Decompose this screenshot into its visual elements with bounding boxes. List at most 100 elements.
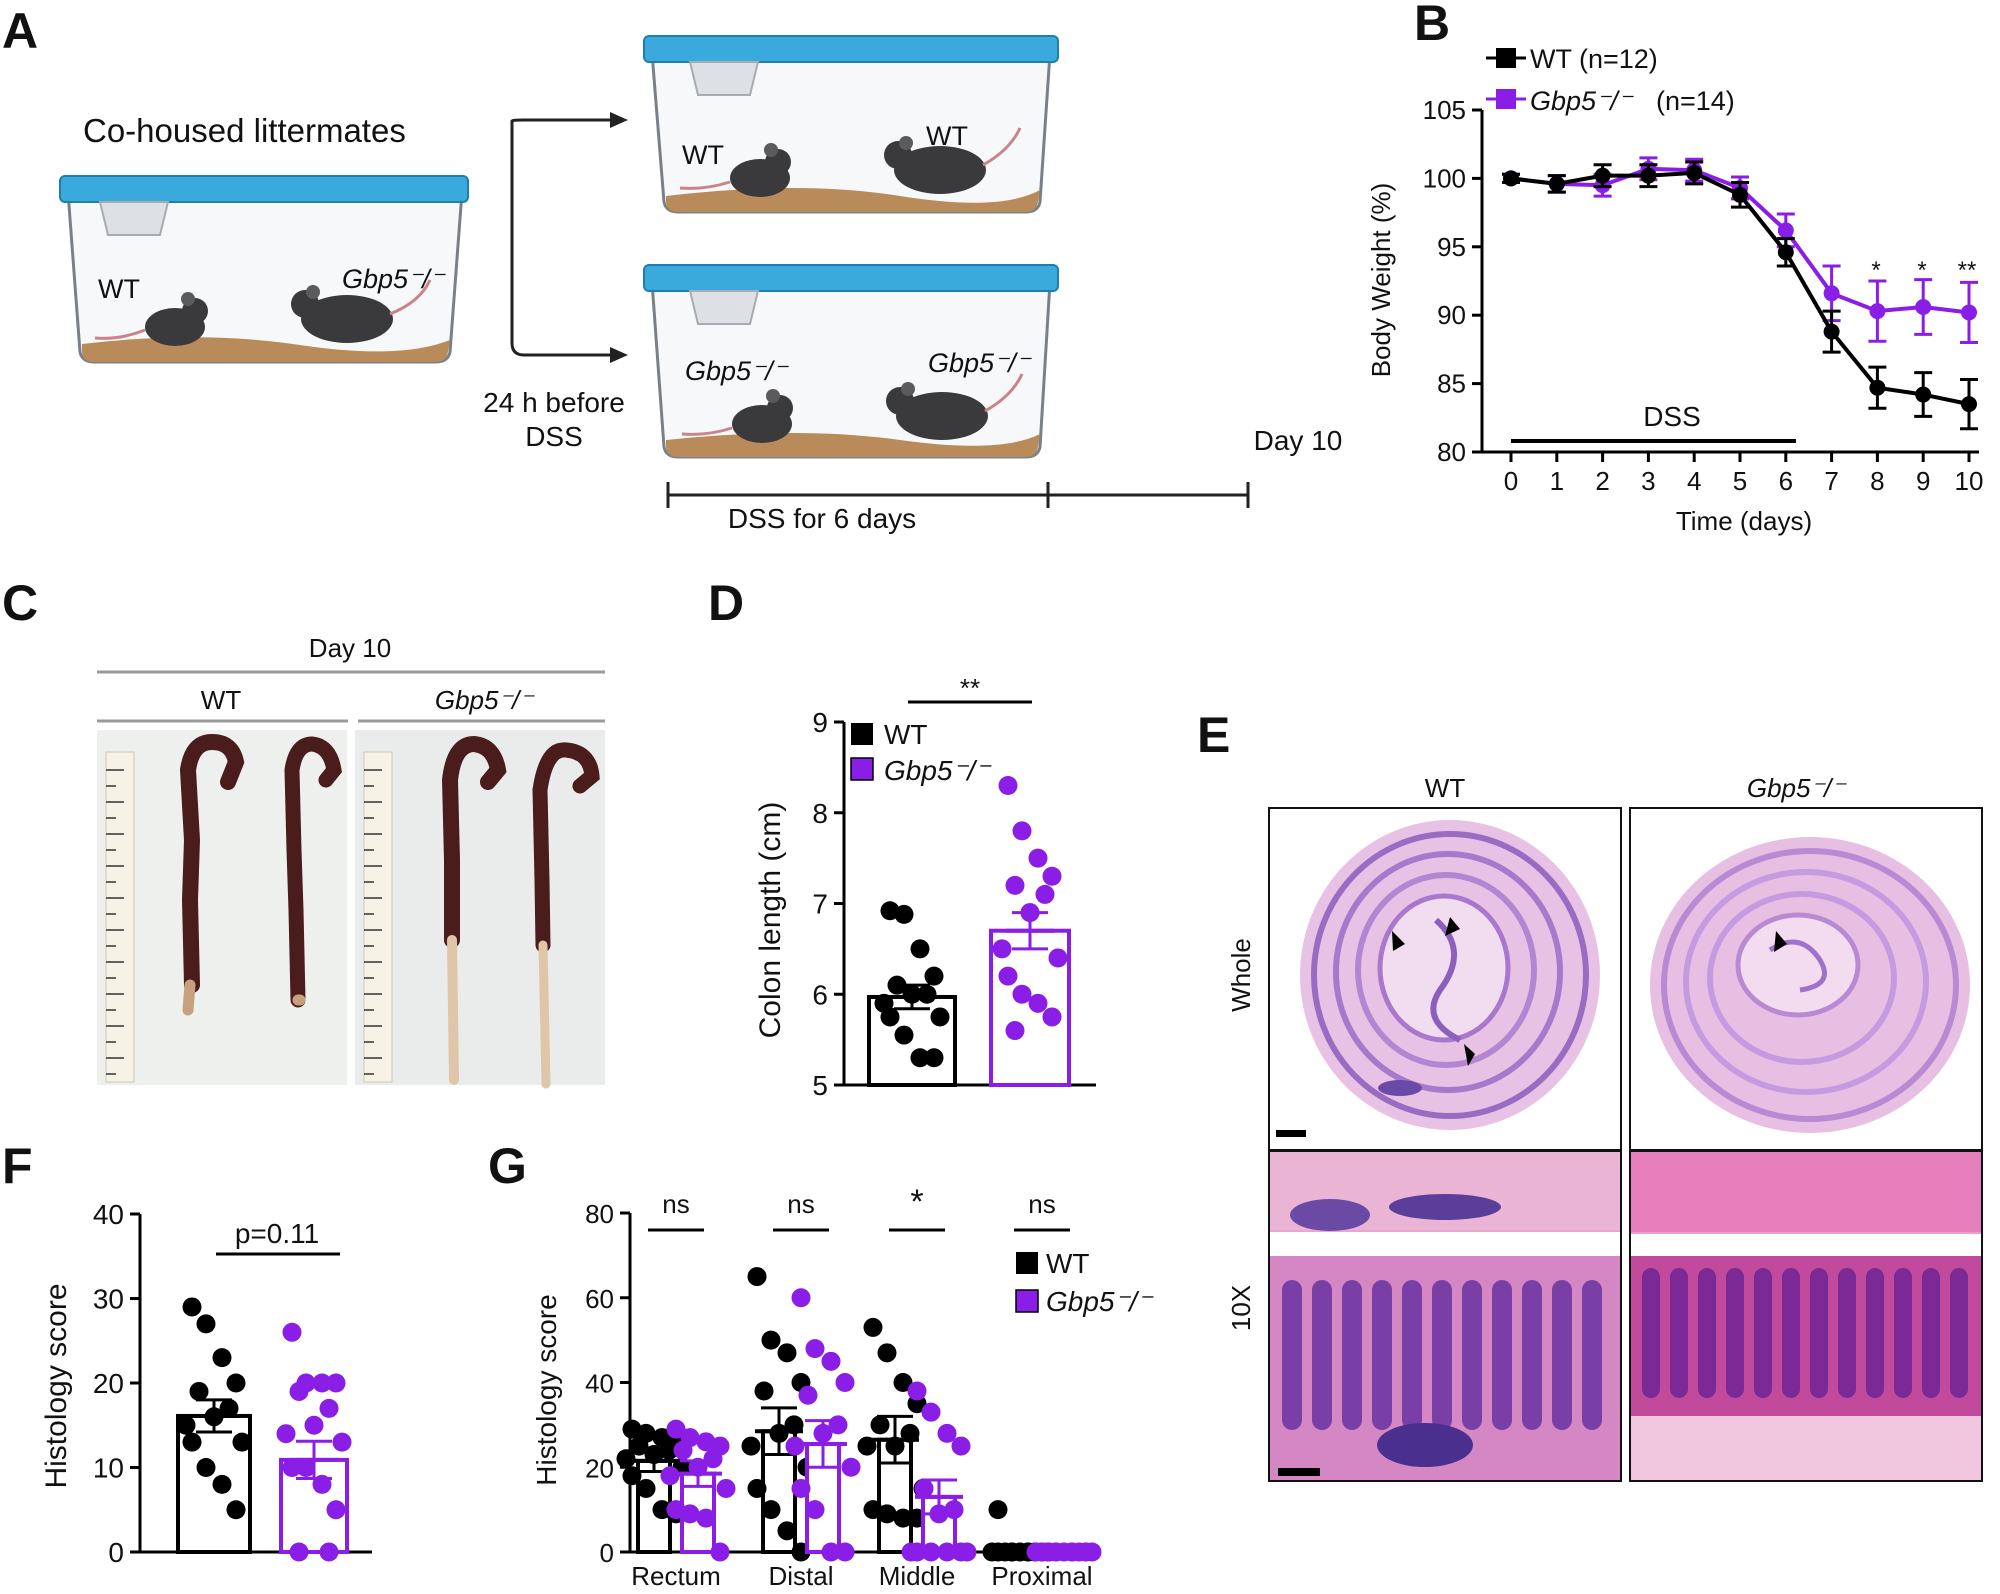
scale-bar [1276, 1130, 1306, 1137]
x-tick-label: 6 [1779, 466, 1793, 496]
y-tick-label: 0 [108, 1537, 124, 1568]
data-point [998, 776, 1018, 796]
data-point [910, 1048, 930, 1068]
mucosa-crypts [1270, 1152, 1620, 1480]
data-point [951, 1436, 971, 1456]
data-point [835, 1542, 855, 1562]
data-point [1012, 821, 1032, 841]
data-point [716, 1478, 736, 1498]
cage-lid [59, 175, 469, 203]
panel-e-histology: WT Gbp5⁻/⁻ Whole 10X [1226, 773, 1983, 1482]
data-point [680, 1504, 700, 1524]
data-point [921, 1542, 941, 1562]
data-point [196, 1314, 216, 1334]
panel-label-d: D [708, 575, 744, 631]
data-point [1028, 848, 1048, 868]
colon-specimen [284, 736, 342, 1008]
data-point [1823, 285, 1840, 302]
colon-specimen [179, 733, 245, 1016]
data-point [226, 1500, 246, 1520]
data-point [1035, 884, 1055, 904]
data-point [660, 1466, 680, 1486]
data-point [893, 1373, 913, 1392]
colon-specimen [441, 735, 507, 1085]
x-tick-label: Rectum [631, 1561, 721, 1591]
data-point [761, 1500, 781, 1520]
y-tick-label: 9 [812, 707, 828, 738]
sig-label: ** [960, 673, 980, 703]
y-tick-label: 20 [93, 1368, 124, 1399]
y-axis-label: Body Weight (%) [1366, 183, 1396, 378]
data-point [841, 1457, 861, 1477]
sig-star-day8: * [1871, 257, 1880, 284]
data-point [616, 1449, 636, 1469]
data-point [182, 1297, 202, 1317]
data-point [877, 1504, 897, 1524]
cage-cohoused: WT Gbp5⁻/⁻ [59, 175, 469, 364]
y-tick-label: 5 [812, 1070, 828, 1101]
arrow-head-icon [610, 112, 628, 128]
data-point [951, 1542, 971, 1562]
data-point [1028, 993, 1048, 1013]
data-point [930, 1007, 950, 1027]
data-point [1869, 303, 1886, 320]
data-point [863, 1317, 883, 1337]
panel-label-g: G [488, 1138, 527, 1194]
panel-label-b: B [1414, 0, 1450, 51]
data-point [282, 1322, 302, 1342]
data-point [921, 1402, 941, 1422]
data-point [805, 1339, 825, 1359]
y-tick-label: 20 [585, 1453, 614, 1483]
data-point [1548, 175, 1565, 192]
data-point [1503, 170, 1519, 187]
data-point [282, 1458, 302, 1477]
data-point [1686, 164, 1703, 181]
data-point [1732, 186, 1748, 203]
y-tick-label: 6 [812, 979, 828, 1010]
data-point [326, 1500, 346, 1520]
data-point [1777, 222, 1794, 239]
data-point [666, 1419, 686, 1439]
data-point [937, 1542, 957, 1562]
legend-ko-n: (n=14) [1656, 86, 1735, 116]
data-point [805, 1500, 825, 1520]
legend-swatch-wt [1016, 1252, 1038, 1274]
panel-g-chart: Histology score WT Gbp5⁻/⁻ 0 20 40 60 80 Rect… [531, 1183, 1154, 1591]
row-label-whole: Whole [1226, 938, 1256, 1012]
mouse-icon [679, 143, 791, 197]
data-point [880, 1007, 900, 1027]
cage-wt-label: WT [98, 274, 140, 304]
y-axis-label: Histology score [531, 1294, 562, 1485]
data-point [894, 904, 914, 924]
data-point [289, 1381, 309, 1401]
histology-ko-label: Gbp5⁻/⁻ [1747, 773, 1848, 803]
data-point [1012, 984, 1032, 1004]
colon-swiss-roll [1650, 837, 1970, 1133]
data-point [914, 1478, 934, 1498]
legend-ko-label: Gbp5⁻/⁻ [1530, 86, 1634, 116]
mouse-icon [884, 127, 1022, 194]
ruler-wt [105, 751, 135, 1083]
x-tick-label: 0 [1504, 466, 1518, 496]
data-point [1042, 1007, 1062, 1027]
cage-ko-label: Gbp5⁻/⁻ [342, 264, 446, 294]
y-tick-label: 10 [93, 1453, 124, 1484]
data-point [1823, 323, 1840, 340]
data-point [937, 1423, 957, 1443]
data-point [710, 1542, 730, 1562]
before-label-line1: 24 h before [483, 387, 625, 418]
legend-wt-label: WT [1046, 1248, 1090, 1279]
data-point [296, 1458, 316, 1477]
data-point [893, 1508, 913, 1528]
data-point [741, 1436, 761, 1456]
mouse-icon [94, 292, 208, 346]
cage-ko: Gbp5⁻/⁻ Gbp5⁻/⁻ [643, 264, 1059, 459]
timeline [666, 482, 1250, 508]
cage-lid [643, 35, 1059, 63]
data-point [791, 1288, 811, 1308]
data-point [1915, 386, 1932, 403]
x-tick-label: 8 [1870, 466, 1884, 496]
colon-specimen [532, 742, 600, 1089]
legend-wt-label: WT (n=12) [1530, 44, 1658, 74]
mouse-icon [681, 389, 793, 443]
